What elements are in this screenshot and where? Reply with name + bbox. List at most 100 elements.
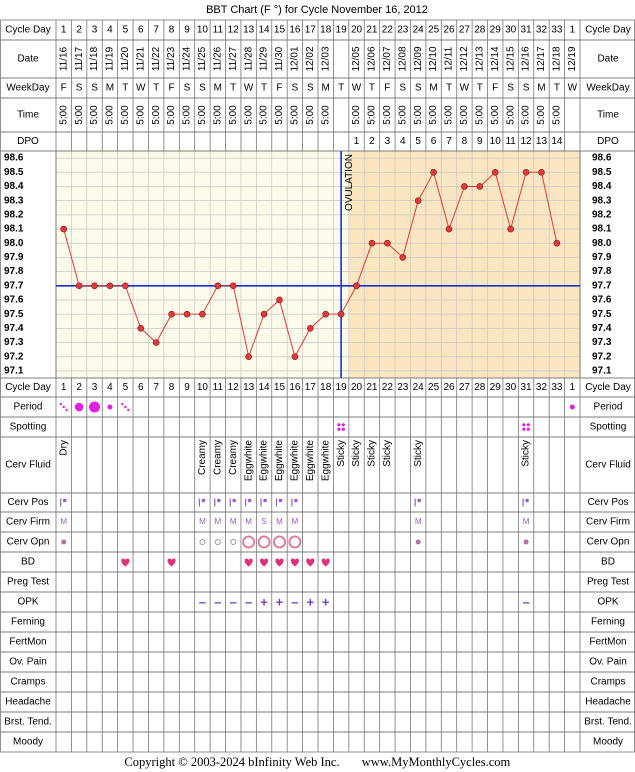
weekday: T (153, 83, 159, 94)
dpo: 13 (536, 136, 548, 147)
row-label: FertMon (9, 637, 46, 648)
time: 5:00 (444, 105, 455, 125)
row-border (0, 651, 635, 673)
cerv-opn (272, 535, 286, 549)
weekday: W (568, 83, 578, 94)
opk: + (322, 594, 330, 609)
date: 12/01 (290, 46, 301, 71)
weekday: M (214, 83, 222, 94)
chart-title: BBT Chart (F °) for Cycle November 16, 2… (206, 4, 428, 16)
row-label-right: FertMon (589, 637, 626, 648)
date: 12/05 (351, 46, 362, 71)
dpo: 3 (385, 136, 391, 147)
row-label: Preg Test (7, 577, 49, 588)
cerv-fluid: Sticky (336, 440, 347, 467)
cerv-pos (229, 498, 237, 507)
period-flow (107, 404, 113, 410)
cerv-firm: M (199, 517, 206, 526)
cycle-day-bottom: 2 (76, 382, 82, 393)
weekday: M (429, 83, 437, 94)
row-border (0, 492, 635, 513)
y-tick-label-right: 97.6 (592, 295, 612, 306)
cerv-pos (60, 498, 67, 507)
row-label: Time (17, 110, 39, 121)
cycle-day: 3 (92, 25, 98, 36)
dot (526, 427, 530, 431)
cycle-day: 16 (289, 25, 301, 36)
row-label: Brst. Tend. (4, 717, 52, 728)
row-label-right: Period (594, 402, 623, 413)
cerv-fluid: Eggwhite (259, 440, 270, 482)
pos-dot (525, 498, 529, 503)
weekday: W (460, 83, 470, 94)
dot (121, 402, 124, 406)
weekday: S (199, 83, 206, 94)
dpo: 1 (354, 136, 360, 147)
time: 5:00 (74, 105, 85, 125)
date: 12/02 (305, 46, 316, 71)
opk: – (214, 594, 221, 609)
time: 5:00 (428, 105, 439, 125)
period-flow (569, 404, 575, 410)
opk: + (260, 594, 268, 609)
cycle-day: 1 (570, 25, 576, 36)
weekday: T (446, 83, 452, 94)
row-label: Moody (13, 737, 43, 748)
time: 5:00 (521, 105, 532, 125)
row-label-right: WeekDay (586, 83, 629, 94)
time: 5:00 (197, 105, 208, 125)
row-label-right: Cerv Opn (587, 537, 630, 548)
row-label-right: Brst. Tend. (584, 717, 632, 728)
cycle-day-bottom: 30 (505, 382, 517, 393)
y-tick-label-right: 97.7 (592, 280, 612, 291)
time: 5:00 (505, 105, 516, 125)
cycle-day-bottom: 26 (443, 382, 455, 393)
weekday: T (338, 83, 344, 94)
time: 5:00 (120, 105, 131, 125)
weekday: S (307, 83, 314, 94)
cycle-day-bottom: 9 (184, 382, 190, 393)
row-label: Date (17, 54, 39, 65)
row-border (0, 436, 635, 494)
cycle-day: 20 (351, 25, 363, 36)
spotting (522, 423, 530, 431)
temp-point (368, 239, 376, 247)
weekday: S (184, 83, 191, 94)
date: 11/24 (182, 46, 193, 71)
temp-point (60, 225, 68, 233)
date: 12/15 (505, 46, 516, 71)
cycle-day: 10 (197, 25, 209, 36)
dpo: 8 (462, 136, 468, 147)
row-label: WeekDay (6, 83, 49, 94)
row-label-right: Moody (593, 737, 623, 748)
date: 12/12 (459, 46, 470, 71)
weekday: F (384, 83, 390, 94)
row-label: Ferning (11, 617, 45, 628)
cycle-day-bottom: 25 (428, 382, 440, 393)
cycle-day: 27 (459, 25, 471, 36)
time: 5:00 (351, 105, 362, 125)
temp-point (507, 225, 514, 233)
cerv-firm: M (415, 517, 422, 526)
date: 12/06 (367, 46, 378, 71)
y-tick-label-right: 98.1 (592, 224, 612, 235)
bd-heart (244, 558, 253, 567)
cycle-day-bottom: 7 (153, 382, 159, 393)
time: 5:00 (182, 105, 193, 125)
cerv-pos (245, 498, 252, 507)
time: 5:00 (290, 105, 301, 125)
pos-dot (232, 498, 237, 503)
dot (337, 427, 341, 431)
dot (522, 427, 526, 431)
copyright: Copyright © 2003-2024 bInfinity Web Inc. (124, 755, 339, 769)
cycle-day-bottom: 28 (474, 382, 486, 393)
cycle-day-bottom: 33 (551, 382, 563, 393)
cycle-day-bottom: 16 (289, 382, 301, 393)
row-border (0, 551, 635, 573)
y-tick-label: 98.1 (4, 224, 24, 235)
cerv-fluid: Eggwhite (274, 440, 285, 482)
date: 11/23 (166, 46, 177, 71)
temp-point (353, 282, 360, 290)
date: 12/17 (536, 46, 547, 71)
time: 5:00 (243, 105, 254, 125)
